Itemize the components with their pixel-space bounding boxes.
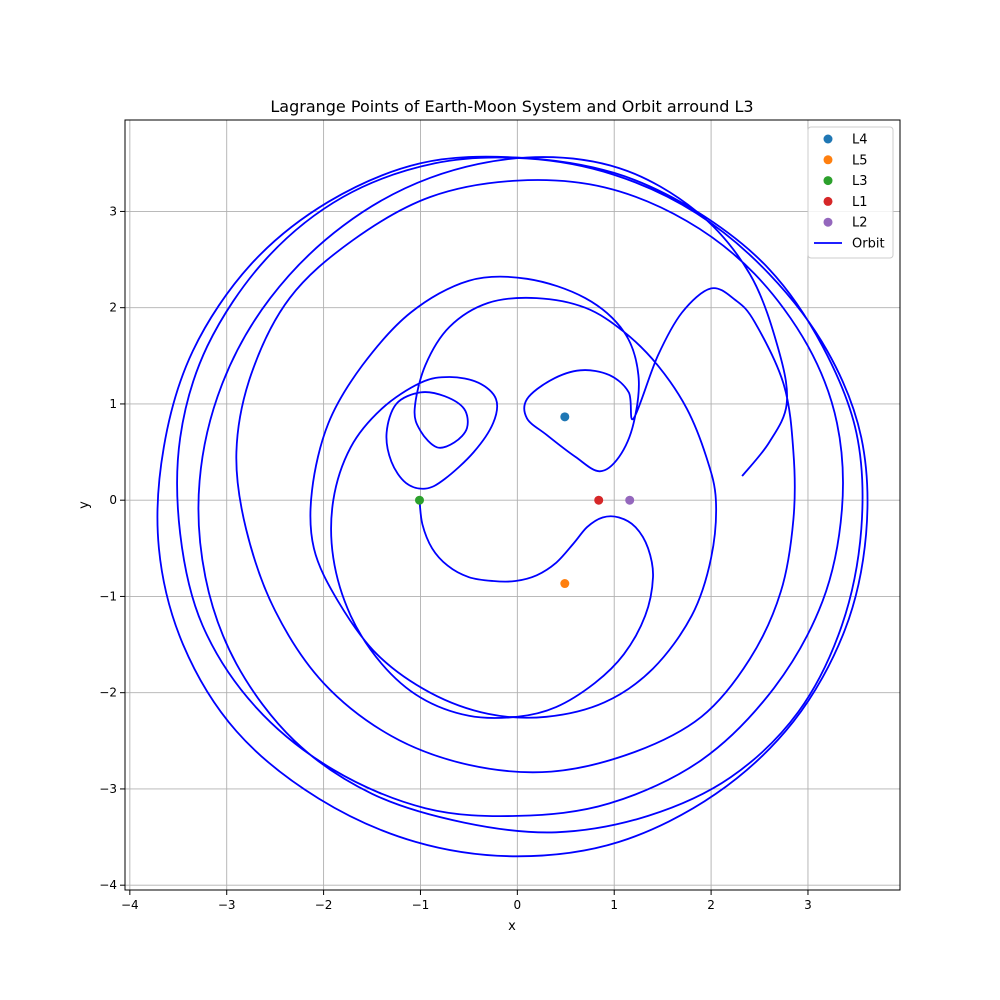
legend: L4 L5 L3 L1 L2 Orbit (807, 126, 894, 259)
legend-label-l2: L2 (852, 216, 868, 231)
orbit-line (156, 155, 869, 858)
orbit-layer (156, 155, 869, 858)
x-tick-label: −4 (121, 898, 139, 912)
legend-marker-l1 (823, 196, 833, 206)
point-l3 (415, 495, 424, 505)
x-axis-ticks: −4 −3 −2 −1 0 1 2 3 (121, 890, 812, 912)
legend-label-orbit: Orbit (852, 237, 885, 252)
y-tick-label: −3 (99, 782, 117, 796)
x-tick-label: 0 (514, 898, 522, 912)
point-l2 (625, 495, 635, 505)
x-axis-label: x (508, 919, 516, 934)
point-l5 (560, 579, 570, 589)
legend-label-l1: L1 (852, 195, 868, 210)
y-tick-label: −1 (99, 589, 117, 603)
legend-label-l4: L4 (852, 133, 868, 148)
y-tick-label: 1 (109, 397, 117, 411)
y-tick-label: 0 (109, 493, 117, 507)
x-tick-label: 3 (804, 898, 812, 912)
points-layer (415, 412, 635, 589)
point-l1 (594, 495, 604, 505)
legend-marker-l5 (823, 155, 833, 165)
legend-marker-l2 (823, 217, 833, 227)
x-tick-label: 1 (610, 898, 618, 912)
x-tick-label: −3 (218, 898, 236, 912)
y-tick-label: 2 (109, 301, 117, 315)
legend-label-l5: L5 (852, 153, 868, 168)
legend-label-l3: L3 (852, 174, 868, 189)
plot-frame (124, 119, 901, 891)
y-axis-ticks: −4 −3 −2 −1 0 1 2 3 (99, 204, 125, 892)
x-tick-label: 2 (707, 898, 715, 912)
point-l4 (560, 412, 570, 422)
x-tick-label: −2 (315, 898, 333, 912)
y-tick-label: 3 (109, 204, 117, 218)
legend-marker-l4 (823, 134, 833, 144)
y-tick-label: −4 (99, 878, 117, 892)
legend-marker-l3 (823, 176, 833, 186)
chart-title: Lagrange Points of Earth-Moon System and… (270, 97, 753, 116)
x-tick-label: −1 (412, 898, 430, 912)
y-tick-label: −2 (99, 686, 117, 700)
y-axis-label: y (77, 501, 92, 509)
